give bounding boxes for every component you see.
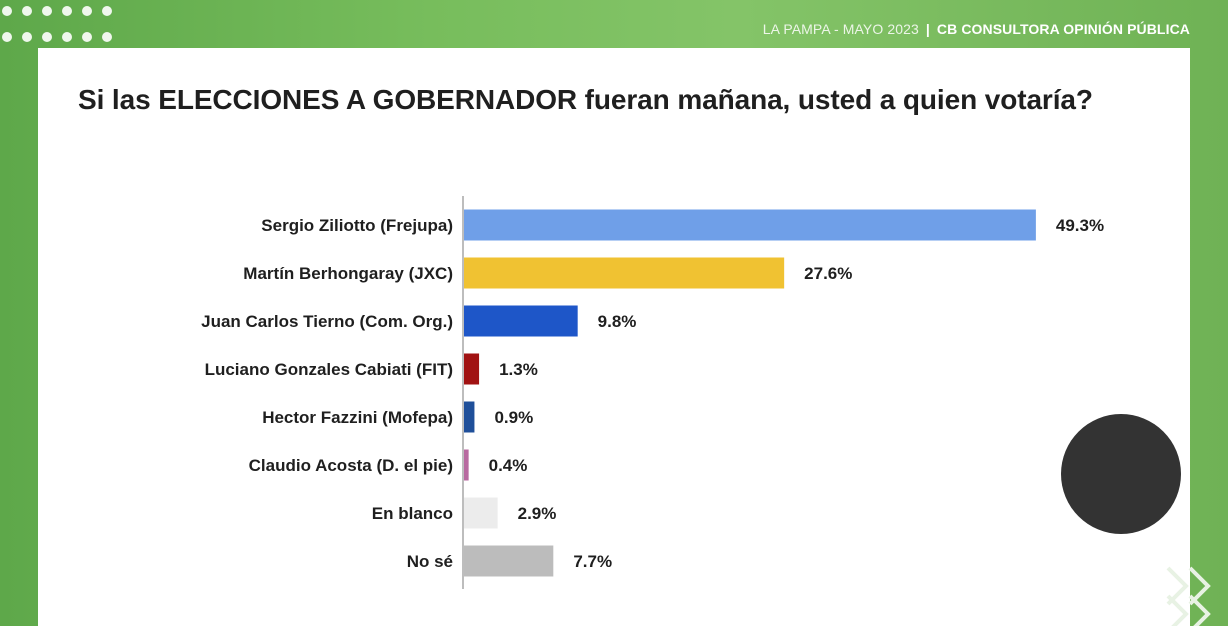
value-label: 0.4% xyxy=(489,456,528,475)
value-label: 2.9% xyxy=(518,504,557,523)
value-label: 49.3% xyxy=(1056,216,1104,235)
category-label: No sé xyxy=(407,552,453,571)
header-date: - MAYO 2023 xyxy=(834,21,919,37)
chevron-decoration-icon xyxy=(1166,566,1211,626)
bar xyxy=(464,305,578,337)
category-label: Sergio Ziliotto (Frejupa) xyxy=(261,216,453,235)
category-label: Martín Berhongaray (JXC) xyxy=(243,264,453,283)
source-header: LA PAMPA - MAYO 2023 | CB CONSULTORA OPI… xyxy=(763,21,1190,37)
decorative-dots xyxy=(2,6,112,42)
bar xyxy=(464,209,1036,241)
header-source: CB CONSULTORA OPINIÓN PÚBLICA xyxy=(936,21,1190,37)
category-label: Hector Fazzini (Mofepa) xyxy=(262,408,453,427)
value-label: 0.9% xyxy=(494,408,533,427)
category-label: Juan Carlos Tierno (Com. Org.) xyxy=(201,312,453,331)
value-label: 9.8% xyxy=(598,312,637,331)
category-label: Luciano Gonzales Cabiati (FIT) xyxy=(205,360,453,379)
bar xyxy=(464,257,785,289)
chart-title: Si las ELECCIONES A GOBERNADOR fueran ma… xyxy=(78,84,1093,115)
header-location: LA PAMPA xyxy=(762,21,830,37)
bar xyxy=(464,401,475,433)
category-label: En blanco xyxy=(372,504,453,523)
value-label: 7.7% xyxy=(573,552,612,571)
category-label: Claudio Acosta (D. el pie) xyxy=(249,456,453,475)
bar xyxy=(464,545,554,577)
bar xyxy=(464,353,480,385)
chart-card xyxy=(38,48,1190,626)
value-label: 1.3% xyxy=(499,360,538,379)
bar xyxy=(464,449,469,481)
value-label: 27.6% xyxy=(804,264,852,283)
decorative-circle xyxy=(1061,414,1181,534)
header-separator: | xyxy=(925,21,930,37)
bar xyxy=(464,497,498,529)
